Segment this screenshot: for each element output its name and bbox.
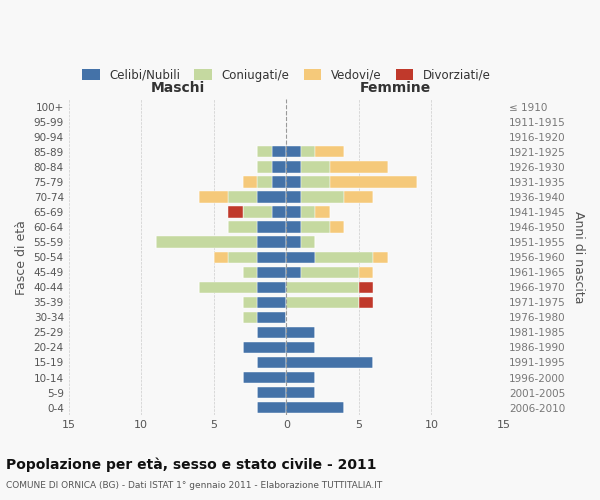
- Bar: [228, 252, 257, 263]
- Bar: [286, 282, 359, 293]
- Text: Popolazione per età, sesso e stato civile - 2011: Popolazione per età, sesso e stato civil…: [6, 458, 377, 472]
- Y-axis label: Fasce di età: Fasce di età: [15, 220, 28, 294]
- Bar: [272, 161, 286, 172]
- Bar: [257, 312, 286, 323]
- Bar: [316, 252, 373, 263]
- Bar: [286, 192, 301, 202]
- Bar: [156, 236, 257, 248]
- Bar: [286, 222, 301, 232]
- Bar: [286, 357, 373, 368]
- Bar: [330, 176, 417, 188]
- Bar: [214, 252, 228, 263]
- Bar: [301, 146, 316, 158]
- Bar: [272, 176, 286, 188]
- Bar: [257, 282, 286, 293]
- Bar: [243, 372, 286, 383]
- Text: Maschi: Maschi: [151, 80, 205, 94]
- Text: COMUNE DI ORNICA (BG) - Dati ISTAT 1° gennaio 2011 - Elaborazione TUTTITALIA.IT: COMUNE DI ORNICA (BG) - Dati ISTAT 1° ge…: [6, 481, 382, 490]
- Bar: [286, 342, 316, 353]
- Bar: [286, 206, 301, 218]
- Bar: [316, 206, 330, 218]
- Bar: [373, 252, 388, 263]
- Bar: [344, 192, 373, 202]
- Bar: [301, 206, 316, 218]
- Bar: [257, 357, 286, 368]
- Bar: [330, 161, 388, 172]
- Bar: [257, 176, 272, 188]
- Bar: [257, 402, 286, 413]
- Bar: [257, 252, 286, 263]
- Bar: [286, 326, 316, 338]
- Bar: [257, 236, 286, 248]
- Bar: [286, 296, 359, 308]
- Bar: [228, 192, 257, 202]
- Bar: [257, 192, 286, 202]
- Bar: [316, 146, 344, 158]
- Bar: [257, 326, 286, 338]
- Bar: [359, 266, 373, 278]
- Bar: [257, 266, 286, 278]
- Bar: [243, 266, 257, 278]
- Y-axis label: Anni di nascita: Anni di nascita: [572, 211, 585, 304]
- Bar: [286, 387, 316, 398]
- Bar: [199, 192, 228, 202]
- Bar: [228, 206, 243, 218]
- Bar: [286, 146, 301, 158]
- Bar: [301, 222, 330, 232]
- Bar: [286, 402, 344, 413]
- Bar: [286, 236, 301, 248]
- Bar: [359, 296, 373, 308]
- Bar: [243, 312, 257, 323]
- Bar: [301, 192, 344, 202]
- Bar: [301, 266, 359, 278]
- Bar: [359, 282, 373, 293]
- Bar: [272, 146, 286, 158]
- Bar: [243, 342, 286, 353]
- Bar: [228, 222, 257, 232]
- Bar: [286, 266, 301, 278]
- Bar: [286, 161, 301, 172]
- Bar: [301, 176, 330, 188]
- Bar: [330, 222, 344, 232]
- Bar: [199, 282, 257, 293]
- Bar: [286, 252, 316, 263]
- Bar: [243, 176, 257, 188]
- Legend: Celibi/Nubili, Coniugati/e, Vedovi/e, Divorziati/e: Celibi/Nubili, Coniugati/e, Vedovi/e, Di…: [77, 64, 495, 86]
- Bar: [243, 206, 272, 218]
- Bar: [301, 236, 316, 248]
- Bar: [257, 146, 272, 158]
- Bar: [272, 206, 286, 218]
- Bar: [243, 296, 257, 308]
- Bar: [257, 296, 286, 308]
- Text: Femmine: Femmine: [359, 80, 431, 94]
- Bar: [257, 222, 286, 232]
- Bar: [286, 372, 316, 383]
- Bar: [257, 387, 286, 398]
- Bar: [257, 161, 272, 172]
- Bar: [301, 161, 330, 172]
- Bar: [286, 176, 301, 188]
